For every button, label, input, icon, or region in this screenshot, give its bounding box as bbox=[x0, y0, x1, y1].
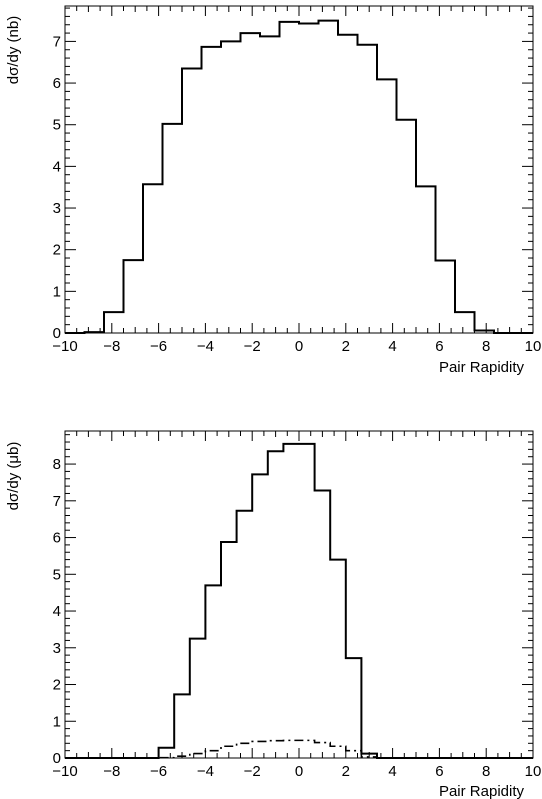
y-tick-label: 7 bbox=[53, 493, 61, 510]
x-tick-label: −6 bbox=[150, 763, 167, 780]
x-tick-label: −2 bbox=[244, 763, 261, 780]
x-tick-label: 4 bbox=[388, 763, 396, 780]
y-tick-label: 6 bbox=[53, 530, 61, 547]
y-tick-label: 0 bbox=[53, 750, 61, 767]
plot-frame bbox=[64, 5, 534, 334]
x-tick-label: 2 bbox=[342, 763, 350, 780]
y-tick-label: 1 bbox=[53, 283, 61, 300]
x-tick-label: 8 bbox=[482, 338, 490, 355]
x-tick-label: 10 bbox=[525, 763, 542, 780]
x-tick-label: −6 bbox=[150, 338, 167, 355]
bottom-chart: −10 −8 −6 −4 −2 0 2 4 6 8 10 0 1 2 3 4 5 6 7 8 Pair Rapidity… bbox=[5, 430, 542, 799]
x-tick-label: 6 bbox=[435, 338, 443, 355]
x-tick-label: 0 bbox=[295, 763, 303, 780]
y-tick-label: 4 bbox=[53, 603, 61, 620]
x-tick-label: −4 bbox=[197, 338, 214, 355]
x-tick-label: −2 bbox=[244, 338, 261, 355]
top-chart: −10 −8 −6 −4 −2 0 2 4 6 8 10 0 1 2 3 4 5 6 7 Pair Rapidity d… bbox=[5, 5, 542, 376]
x-tick-label: 10 bbox=[525, 338, 542, 355]
x-axis-label: Pair Rapidity bbox=[439, 783, 525, 799]
plot-frame bbox=[64, 430, 534, 759]
y-tick-label: 3 bbox=[53, 640, 61, 657]
histogram-series-2 bbox=[65, 739, 533, 759]
y-axis-label: dσ/dy (μb) bbox=[5, 442, 22, 511]
y-tick-label: 1 bbox=[53, 713, 61, 730]
histogram-series-1 bbox=[65, 442, 533, 759]
histogram-series-1 bbox=[65, 19, 533, 334]
x-axis-label: Pair Rapidity bbox=[439, 359, 525, 376]
x-tick-label: 6 bbox=[435, 763, 443, 780]
y-tick-label: 5 bbox=[53, 566, 61, 583]
y-tick-label: 0 bbox=[53, 325, 61, 342]
y-tick-label: 6 bbox=[53, 75, 61, 92]
y-tick-label: 3 bbox=[53, 200, 61, 217]
y-tick-label: 8 bbox=[53, 456, 61, 473]
x-tick-label: 4 bbox=[388, 338, 396, 355]
y-tick-label: 7 bbox=[53, 33, 61, 50]
x-tick-label: 8 bbox=[482, 763, 490, 780]
x-tick-label: 2 bbox=[342, 338, 350, 355]
x-tick-label: −10 bbox=[52, 763, 77, 780]
y-tick-label: 4 bbox=[53, 158, 61, 175]
x-tick-label: −10 bbox=[52, 338, 77, 355]
x-tick-label: −4 bbox=[197, 763, 214, 780]
y-tick-label: 5 bbox=[53, 117, 61, 134]
x-tick-label: −8 bbox=[103, 763, 120, 780]
x-tick-label: −8 bbox=[103, 338, 120, 355]
y-tick-label: 2 bbox=[53, 242, 61, 259]
y-axis-label: dσ/dy (nb) bbox=[5, 16, 22, 84]
x-tick-label: 0 bbox=[295, 338, 303, 355]
y-tick-label: 2 bbox=[53, 677, 61, 694]
